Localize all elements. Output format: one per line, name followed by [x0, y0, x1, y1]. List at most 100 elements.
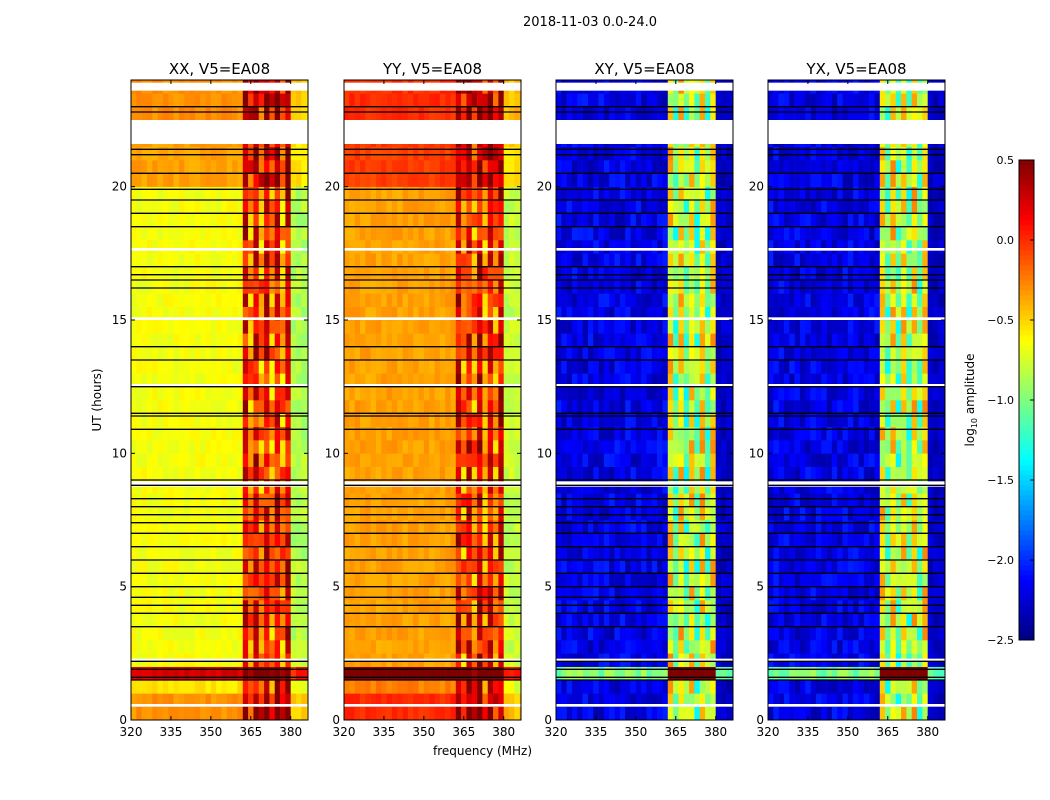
- heatmap-cell: [571, 226, 578, 241]
- heatmap-cell: [136, 613, 142, 627]
- heatmap-cell: [471, 520, 478, 534]
- heatmap-cell: [152, 400, 158, 414]
- heatmap-cell: [482, 306, 489, 321]
- heatmap-cell: [657, 186, 663, 201]
- heatmap-cell: [301, 640, 307, 654]
- heatmap-cell: [152, 226, 158, 241]
- heatmap-cell: [503, 213, 510, 227]
- heatmap-cell: [566, 466, 573, 481]
- heatmap-cell: [381, 226, 387, 241]
- heatmap-cell: [344, 426, 350, 441]
- heatmap-cell: [662, 373, 669, 387]
- heatmap-cell: [710, 306, 716, 321]
- heatmap-cell: [242, 253, 249, 267]
- heatmap-cell: [694, 386, 701, 401]
- heatmap-cell: [168, 626, 174, 641]
- heatmap-cell: [274, 600, 281, 614]
- heatmap-cell: [641, 413, 647, 427]
- heatmap-cell: [667, 226, 674, 241]
- heatmap-cell: [173, 93, 180, 107]
- heatmap-cell: [625, 320, 631, 334]
- heatmap-cell: [152, 320, 158, 334]
- heatmap-cell: [503, 666, 510, 681]
- heatmap-cell: [386, 440, 393, 454]
- heatmap-cell: [455, 693, 462, 707]
- heatmap-cell: [582, 453, 589, 467]
- heatmap-cell: [274, 213, 281, 227]
- heatmap-cell: [556, 346, 562, 361]
- heatmap-cell: [710, 693, 716, 707]
- heatmap-cell: [194, 226, 201, 241]
- heatmap-cell: [349, 440, 355, 454]
- heatmap-cell: [683, 386, 690, 401]
- heatmap-cell: [514, 226, 520, 241]
- heatmap-cell: [242, 373, 249, 387]
- heatmap-cell: [141, 333, 148, 347]
- heatmap-cell: [162, 320, 169, 334]
- heatmap-cell: [705, 680, 711, 694]
- heatmap-cell: [168, 506, 174, 521]
- heatmap-cell: [731, 626, 734, 641]
- heatmap-cell: [429, 440, 435, 454]
- heatmap-cell: [200, 266, 206, 281]
- heatmap-cell: [354, 533, 361, 547]
- heatmap-cell: [710, 373, 716, 387]
- heatmap-cell: [162, 680, 169, 694]
- heatmap-cell: [349, 680, 355, 694]
- heatmap-cell: [232, 160, 238, 174]
- heatmap-cell: [226, 293, 233, 307]
- heatmap-cell: [514, 253, 520, 267]
- heatmap-cell: [582, 320, 589, 334]
- heatmap-cell: [178, 546, 185, 561]
- heatmap-cell: [168, 386, 174, 401]
- heatmap-cell: [242, 360, 249, 374]
- heatmap-cell: [461, 293, 467, 307]
- heatmap-cell: [344, 226, 350, 241]
- heatmap-cell: [445, 533, 451, 547]
- heatmap-cell: [242, 440, 249, 454]
- heatmap-cell: [216, 93, 222, 107]
- heatmap-cell: [434, 200, 441, 214]
- heatmap-cell: [221, 626, 228, 641]
- heatmap-cell: [370, 613, 377, 627]
- heatmap-cell: [402, 506, 409, 521]
- heatmap-cell: [625, 626, 631, 641]
- heatmap-cell: [296, 666, 302, 681]
- heatmap-cell: [237, 506, 244, 521]
- heatmap-cell: [429, 280, 435, 294]
- heatmap-cell: [625, 213, 631, 227]
- heatmap-cell: [471, 253, 478, 267]
- heatmap-cell: [280, 573, 286, 587]
- heatmap-cell: [344, 293, 350, 307]
- heatmap-cell: [157, 253, 164, 267]
- heatmap-cell: [487, 333, 494, 347]
- heatmap-cell: [678, 400, 685, 414]
- heatmap-cell: [598, 346, 605, 361]
- heatmap-cell: [619, 506, 626, 521]
- heatmap-cell: [237, 533, 244, 547]
- heatmap-cell: [587, 466, 594, 481]
- heatmap-cell: [635, 333, 642, 347]
- heatmap-cell: [609, 400, 615, 414]
- heatmap-cell: [482, 386, 489, 401]
- heatmap-cell: [455, 640, 462, 654]
- heatmap-cell: [168, 546, 174, 561]
- heatmap-cell: [226, 373, 233, 387]
- heatmap-cell: [635, 360, 642, 374]
- heatmap-cell: [657, 666, 663, 681]
- heatmap-cell: [216, 186, 222, 201]
- heatmap-cell: [200, 240, 206, 254]
- heatmap-cell: [726, 333, 732, 347]
- heatmap-cell: [705, 293, 711, 307]
- heatmap-cell: [710, 613, 716, 627]
- heatmap-cell: [721, 413, 727, 427]
- heatmap-cell: [146, 106, 153, 121]
- heatmap-cell: [391, 360, 398, 374]
- heatmap-cell: [630, 173, 637, 187]
- heatmap-cell: [248, 386, 254, 401]
- heatmap-cell: [593, 400, 599, 414]
- heatmap-cell: [194, 293, 201, 307]
- heatmap-cell: [710, 520, 716, 534]
- heatmap-cell: [635, 466, 642, 481]
